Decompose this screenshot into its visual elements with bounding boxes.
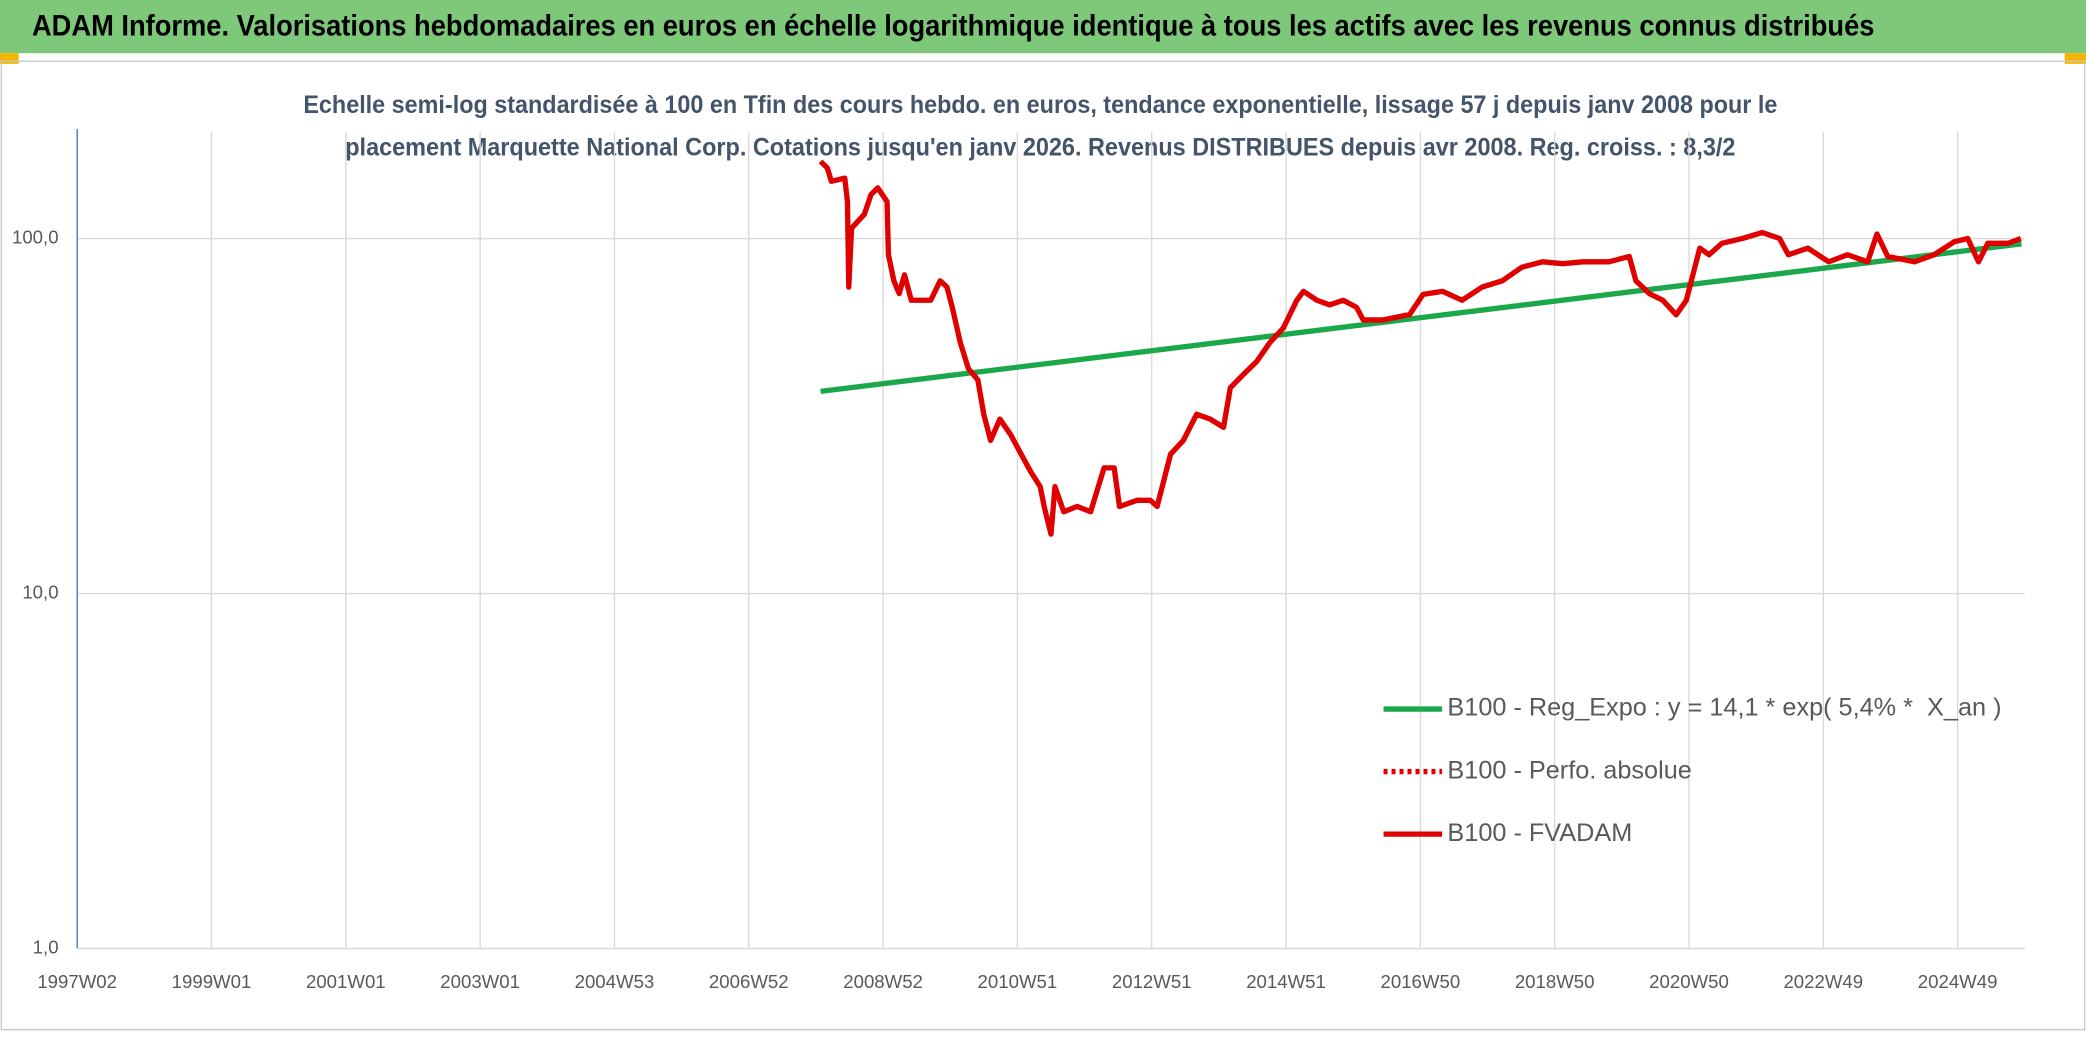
chart-subtitle: Echelle semi-log standardisée à 100 en T… — [303, 91, 1777, 119]
chart-subtitle: placement Marquette National Corp. Cotat… — [345, 134, 1735, 162]
legend-label: B100 - Reg_Expo : y = 14,1 * exp( 5,4% *… — [1447, 694, 2001, 722]
x-tick-label: 2014W51 — [1246, 971, 1326, 992]
chart-frame — [0, 60, 2086, 1031]
x-tick-label: 1997W02 — [37, 971, 117, 992]
x-tick-label: 2006W52 — [709, 971, 789, 992]
x-tick-label: 2024W49 — [1918, 971, 1998, 992]
x-tick-label: 2003W01 — [440, 971, 520, 992]
x-tick-label: 2012W51 — [1112, 971, 1192, 992]
y-tick-label: 1,0 — [33, 936, 59, 957]
page-title: ADAM Informe. Valorisations hebdomadaire… — [32, 11, 1875, 43]
legend-label: B100 - Perfo. absolue — [1447, 756, 1691, 784]
x-tick-label: 2018W50 — [1515, 971, 1595, 992]
y-tick-label: 100,0 — [12, 226, 59, 247]
x-tick-label: 2010W51 — [978, 971, 1058, 992]
series-line — [818, 159, 2022, 537]
x-tick-label: 2008W52 — [843, 971, 923, 992]
x-tick-label: 2004W53 — [575, 971, 655, 992]
series-line — [820, 241, 2022, 395]
header-bar — [0, 0, 2086, 54]
legend-label: B100 - FVADAM — [1447, 819, 1632, 847]
y-tick-label: 10,0 — [22, 581, 58, 602]
x-tick-label: 1999W01 — [172, 971, 252, 992]
x-tick-label: 2001W01 — [306, 971, 386, 992]
x-tick-label: 2020W50 — [1649, 971, 1729, 992]
x-tick-label: 2016W50 — [1381, 971, 1461, 992]
x-tick-label: 2022W49 — [1783, 971, 1863, 992]
corner — [2064, 53, 2086, 64]
corner — [0, 53, 19, 64]
